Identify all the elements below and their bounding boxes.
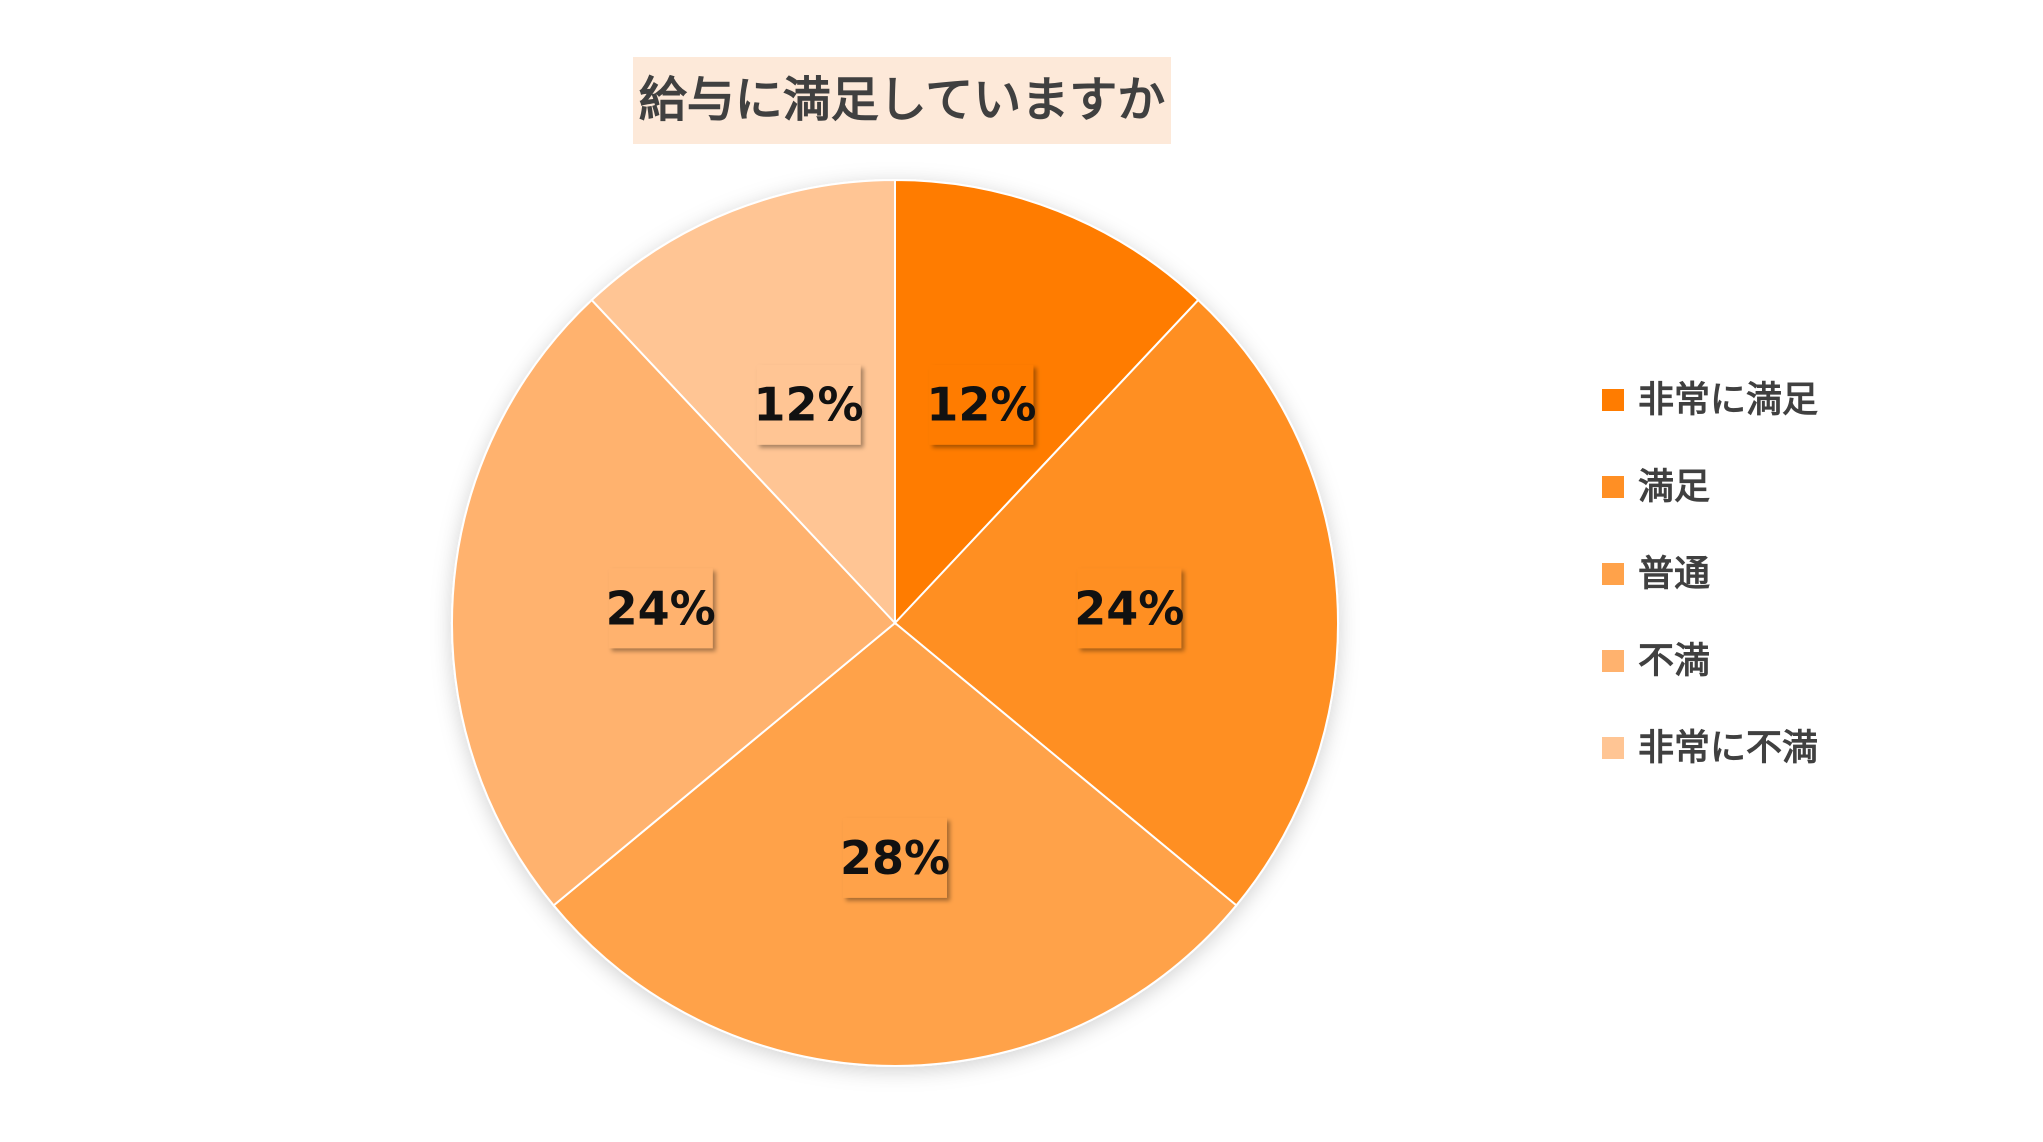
slice-label-background [929, 364, 1034, 445]
slice-label-background [608, 568, 713, 649]
legend-item: 満足 [1602, 467, 1710, 508]
legend-swatch [1602, 737, 1624, 759]
slice-labels: 12% 24% 28% 24% 12% [606, 364, 1184, 898]
slice-label-text: 12% [926, 378, 1036, 432]
legend-swatch [1602, 563, 1624, 585]
slice-label: 28% [840, 817, 950, 898]
chart-title-background [633, 57, 1171, 144]
slice-label-background [843, 817, 947, 898]
legend-swatch [1602, 389, 1624, 411]
legend-label: 非常に満足 [1638, 380, 1818, 421]
slice-label-text: 28% [840, 831, 950, 885]
legend-item: 非常に満足 [1602, 380, 1818, 421]
legend-label: 非常に不満 [1638, 728, 1818, 769]
pie-slice [590, 178, 896, 626]
slice-label-text: 24% [1074, 581, 1184, 635]
slice-label: 24% [606, 568, 716, 649]
legend-label: 満足 [1638, 467, 1710, 508]
legend-swatch [1602, 476, 1624, 498]
legend-item: 非常に不満 [1602, 728, 1818, 769]
chart-title: 給与に満足していますか [639, 72, 1166, 128]
pie-slice [894, 178, 1200, 626]
slice-label: 12% [926, 364, 1036, 445]
slice-label-text: 12% [754, 378, 864, 432]
slice-label-background [756, 364, 861, 445]
legend-swatch [1602, 650, 1624, 672]
slice-label: 12% [754, 364, 864, 445]
legend-item: 普通 [1602, 554, 1710, 595]
slice-label-background [1077, 568, 1182, 649]
legend-label: 普通 [1638, 554, 1710, 595]
slice-label: 24% [1074, 568, 1184, 649]
pie-slices [451, 178, 1339, 1067]
slice-label-text: 24% [606, 581, 716, 635]
legend-label: 不満 [1638, 641, 1710, 682]
legend-item: 不満 [1602, 641, 1710, 682]
